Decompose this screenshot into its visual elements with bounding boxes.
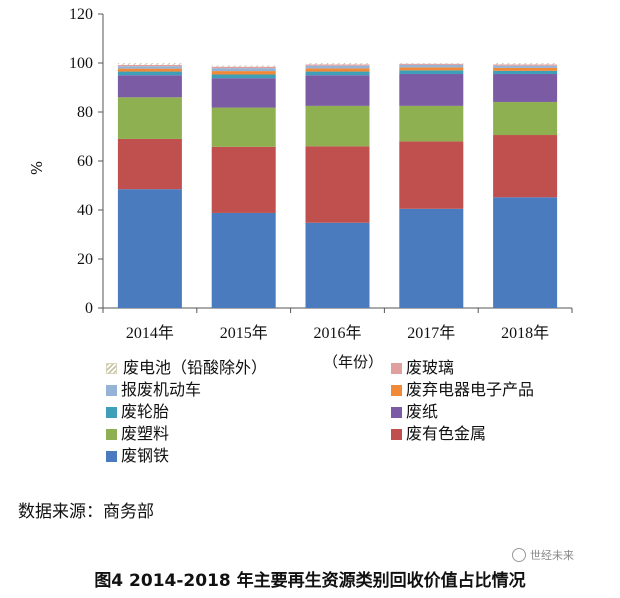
- bar-segment-2015年-废电池（铅酸除外）: [211, 65, 276, 67]
- legend-item: 废纸: [391, 402, 438, 422]
- x-tick-label: 2016年: [313, 324, 361, 342]
- bar-segment-2018年-废玻璃: [493, 64, 558, 66]
- bar-segment-2017年-废弃电器电子产品: [399, 67, 464, 71]
- x-tick-label: 2015年: [220, 324, 268, 342]
- bar-segment-2014年-废玻璃: [117, 64, 182, 67]
- legend-swatch: [106, 450, 117, 462]
- bar-segment-2014年-废塑料: [117, 97, 182, 139]
- legend-swatch: [391, 384, 402, 396]
- bar-segment-2016年-废塑料: [305, 105, 370, 147]
- bar-segment-2016年-废弃电器电子产品: [305, 68, 370, 72]
- legend-label: 废弃电器电子产品: [406, 380, 535, 399]
- legend-item: 废弃电器电子产品: [391, 380, 534, 400]
- legend-label: 废钢铁: [121, 446, 170, 465]
- y-tick-label: 40: [77, 202, 93, 219]
- legend-swatch: [106, 384, 117, 396]
- y-tick-label: 100: [69, 55, 93, 72]
- bar-segment-2015年-废轮胎: [211, 74, 276, 79]
- x-axis-unit-label: （年份）: [323, 353, 383, 371]
- legend-label: 报废机动车: [121, 380, 202, 399]
- data-source-note: 数据来源：商务部: [18, 502, 154, 522]
- bar-segment-2014年-废轮胎: [117, 71, 182, 76]
- bar-segment-2015年-废有色金属: [211, 146, 276, 213]
- bar-segment-2016年-废轮胎: [305, 71, 370, 76]
- legend-swatch: [106, 362, 117, 374]
- bar-segment-2018年-废电池（铅酸除外）: [493, 63, 558, 65]
- bar-segment-2016年-废玻璃: [305, 64, 370, 66]
- legend-label: 废玻璃: [406, 358, 455, 377]
- bar-segment-2015年-废纸: [211, 78, 276, 108]
- bar-segment-2017年-废塑料: [399, 105, 464, 142]
- legend-label: 废轮胎: [121, 402, 170, 421]
- chart-axes: 0 20 40 60 80 100 120 2014年 2015年 2016年 2017年 2018年: [69, 6, 573, 342]
- legend-swatch: [106, 406, 117, 418]
- bar-segment-2016年-废有色金属: [305, 146, 370, 223]
- bar-segment-2016年-报废机动车: [305, 65, 370, 69]
- legend-swatch: [391, 428, 402, 440]
- bar-segment-2014年-废钢铁: [117, 189, 182, 308]
- bar-segment-2018年-废轮胎: [493, 70, 558, 75]
- legend-item: 废电池（铅酸除外）: [106, 358, 267, 378]
- watermark-logo-icon: [512, 548, 526, 562]
- bar-segment-2017年-废电池（铅酸除外）: [399, 63, 464, 64]
- legend-swatch: [391, 362, 402, 374]
- bar-segment-2014年-废弃电器电子产品: [117, 68, 182, 72]
- bar-segment-2018年-废纸: [493, 74, 558, 102]
- legend-item: 废钢铁: [106, 446, 169, 466]
- bar-segment-2016年-废电池（铅酸除外）: [305, 63, 370, 65]
- legend-item: 废轮胎: [106, 402, 169, 422]
- y-axis-label: %: [28, 161, 46, 175]
- bar-segment-2018年-废钢铁: [493, 197, 558, 308]
- bar-segment-2015年-报废机动车: [211, 68, 276, 72]
- bar-segment-2015年-废玻璃: [211, 66, 276, 69]
- watermark-text: 世经未来: [530, 549, 574, 562]
- y-tick-label: 80: [77, 104, 93, 121]
- legend-label: 废塑料: [121, 424, 170, 443]
- legend-label: 废有色金属: [406, 424, 487, 443]
- bar-segment-2018年-废弃电器电子产品: [493, 67, 558, 71]
- bar-segment-2015年-废弃电器电子产品: [211, 71, 276, 75]
- legend-label: 废电池（铅酸除外）: [123, 358, 268, 377]
- legend-item: 废有色金属: [391, 424, 486, 444]
- bar-segment-2018年-废塑料: [493, 101, 558, 136]
- bar-segment-2017年-报废机动车: [399, 64, 464, 68]
- bar-segment-2016年-废纸: [305, 75, 370, 106]
- bar-segment-2017年-废玻璃: [399, 63, 464, 65]
- chart-bars: [117, 63, 558, 308]
- y-tick-label: 0: [85, 300, 93, 317]
- bar-segment-2018年-废有色金属: [493, 135, 558, 198]
- stacked-bar-chart: 0 20 40 60 80 100 120 2014年 2015年 2016年 2017年 2018年…: [28, 6, 573, 371]
- x-tick-label: 2018年: [501, 324, 549, 342]
- y-tick-label: 120: [69, 6, 93, 23]
- bar-segment-2014年-报废机动车: [117, 66, 182, 69]
- x-tick-label: 2017年: [407, 324, 455, 342]
- bar-segment-2018年-报废机动车: [493, 65, 558, 68]
- chart-legend: 废电池（铅酸除外） 废玻璃报废机动车 废弃电器电子产品废轮胎 废纸废塑料 废有色金属废钢…: [106, 358, 534, 466]
- bar-segment-2015年-废钢铁: [211, 212, 276, 308]
- figure-caption: 图4 2014-2018 年主要再生资源类别回收价值占比情况: [94, 571, 526, 591]
- y-tick-label: 20: [77, 251, 93, 268]
- x-tick-label: 2014年: [126, 324, 174, 342]
- bar-segment-2014年-废电池（铅酸除外）: [117, 63, 182, 65]
- bar-segment-2017年-废轮胎: [399, 70, 464, 75]
- watermark: 世经未来: [512, 547, 574, 563]
- bar-segment-2017年-废有色金属: [399, 141, 464, 209]
- legend-swatch: [391, 406, 402, 418]
- bar-segment-2014年-废有色金属: [117, 138, 182, 190]
- legend-item: 废塑料: [106, 424, 169, 444]
- legend-swatch: [106, 428, 117, 440]
- legend-label: 废纸: [406, 402, 439, 421]
- legend-item: 废玻璃: [391, 358, 454, 378]
- bar-segment-2015年-废塑料: [211, 107, 276, 147]
- bar-segment-2017年-废纸: [399, 74, 464, 106]
- bar-segment-2017年-废钢铁: [399, 208, 464, 308]
- y-tick-label: 60: [77, 153, 93, 170]
- bar-segment-2014年-废纸: [117, 75, 182, 98]
- legend-item: 报废机动车: [106, 380, 201, 400]
- bar-segment-2016年-废钢铁: [305, 222, 370, 308]
